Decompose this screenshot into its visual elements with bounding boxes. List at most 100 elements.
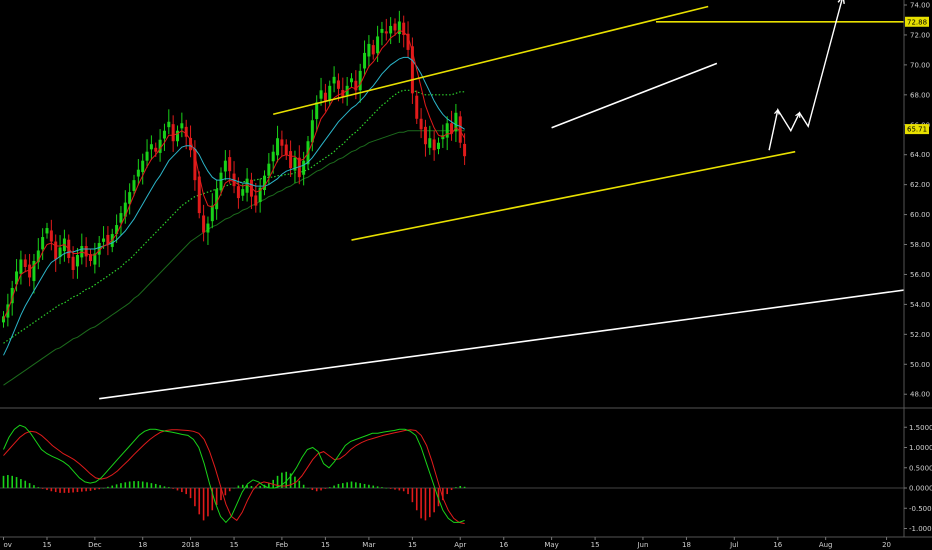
candle-body bbox=[32, 260, 36, 282]
macd-histogram-bar bbox=[429, 488, 431, 518]
price-label: 72.88 bbox=[907, 18, 927, 26]
candle-body bbox=[167, 121, 171, 128]
y-tick-label: 48.00 bbox=[910, 391, 930, 399]
candle-body bbox=[241, 189, 245, 196]
candle-body bbox=[450, 123, 454, 134]
x-tick-label: 18 bbox=[138, 541, 147, 549]
macd-histogram-bar bbox=[285, 471, 288, 488]
macd-histogram-bar bbox=[207, 488, 209, 517]
candle-body bbox=[145, 151, 149, 161]
candle-body bbox=[71, 256, 75, 270]
x-tick-label: 15 bbox=[43, 541, 52, 549]
candle-body bbox=[293, 157, 297, 171]
candle-body bbox=[206, 223, 210, 233]
candle-body bbox=[393, 23, 397, 31]
candle-body bbox=[254, 195, 258, 206]
candle-body bbox=[162, 130, 166, 139]
x-tick-label: 2018 bbox=[182, 541, 200, 549]
candle-body bbox=[332, 76, 336, 84]
candle-body bbox=[463, 143, 467, 157]
y-tick-label: 58.00 bbox=[910, 241, 930, 249]
macd-histogram-bar bbox=[342, 483, 344, 488]
ma-cyan-line bbox=[3, 56, 465, 356]
candle-body bbox=[245, 178, 249, 193]
candle-body bbox=[428, 138, 432, 148]
candle-body bbox=[149, 144, 153, 150]
macd-histogram-bar bbox=[33, 485, 35, 488]
price-label-box bbox=[905, 124, 929, 135]
candle-body bbox=[23, 259, 27, 267]
macd-histogram-bar bbox=[411, 488, 414, 503]
candle-body bbox=[49, 230, 53, 242]
macd-histogram-bar bbox=[276, 475, 279, 488]
candle-body bbox=[15, 271, 19, 285]
candle-body bbox=[276, 138, 280, 156]
macd-tick-label: -1.0000 bbox=[909, 525, 932, 533]
macd-histogram-bar bbox=[37, 487, 40, 488]
y-tick-label: 50.00 bbox=[910, 361, 930, 369]
x-tick-label: ov bbox=[4, 541, 12, 549]
macd-histogram-bar bbox=[128, 481, 131, 488]
macd-histogram-bar bbox=[202, 488, 205, 521]
candle-body bbox=[445, 123, 449, 138]
candle-body bbox=[454, 112, 458, 132]
macd-tick-label: 0.0000 bbox=[909, 485, 932, 493]
candle-body bbox=[228, 157, 232, 172]
candle-body bbox=[97, 243, 101, 255]
candle-body bbox=[271, 151, 275, 162]
macd-tick-label: 0.5000 bbox=[909, 464, 932, 472]
macd-histogram-bar bbox=[302, 484, 305, 488]
x-tick-label: Feb bbox=[276, 541, 289, 549]
candle-body bbox=[184, 126, 188, 137]
macd-histogram-bar bbox=[107, 486, 109, 488]
macd-histogram-bar bbox=[176, 488, 179, 491]
macd-histogram-bar bbox=[433, 488, 435, 513]
macd-histogram-bar bbox=[141, 481, 144, 488]
macd-histogram-bar bbox=[259, 485, 261, 488]
macd-histogram-bar bbox=[198, 488, 201, 515]
price-panel bbox=[2, 0, 904, 400]
macd-histogram-bar bbox=[220, 488, 222, 501]
macd-histogram-bar bbox=[246, 485, 248, 488]
macd-histogram-bar bbox=[389, 488, 392, 489]
macd-histogram-bar bbox=[420, 488, 422, 519]
candle-body bbox=[323, 92, 327, 101]
macd-histogram-bar bbox=[437, 488, 440, 507]
macd-tick-label: -0.5000 bbox=[909, 505, 932, 513]
macd-histogram-bar bbox=[168, 487, 170, 488]
candle-body bbox=[45, 228, 49, 234]
candle-body bbox=[223, 160, 227, 172]
ma-dotted-line bbox=[3, 89, 465, 344]
x-tick-label: Jul bbox=[729, 541, 739, 549]
x-tick-label: 15 bbox=[230, 541, 239, 549]
macd-histogram-bar bbox=[102, 488, 105, 489]
macd-histogram-bar bbox=[150, 483, 153, 488]
x-tick-label: Apr bbox=[454, 541, 466, 549]
macd-histogram-bar bbox=[189, 488, 192, 499]
macd-histogram-bar bbox=[424, 488, 427, 521]
macd-histogram-bar bbox=[368, 484, 370, 488]
macd-histogram-bar bbox=[381, 487, 383, 488]
macd-histogram-bar bbox=[394, 488, 396, 490]
macd-histogram-bar bbox=[46, 488, 48, 491]
macd-histogram-bar bbox=[415, 488, 418, 511]
ma-long-line bbox=[3, 130, 465, 386]
candle-body bbox=[215, 189, 219, 210]
y-tick-label: 56.00 bbox=[910, 271, 930, 279]
candle-body bbox=[236, 186, 240, 199]
candle-body bbox=[123, 202, 127, 217]
candle-body bbox=[419, 118, 423, 130]
macd-histogram-bar bbox=[363, 483, 366, 488]
projection-arrowhead bbox=[837, 0, 845, 5]
candle-body bbox=[202, 215, 206, 233]
x-tick-label: 16 bbox=[499, 541, 508, 549]
macd-histogram-bar bbox=[163, 486, 166, 488]
candle-body bbox=[89, 254, 92, 261]
candle-body bbox=[19, 259, 23, 274]
macd-histogram-bar bbox=[385, 488, 388, 489]
candle-body bbox=[284, 144, 288, 155]
macd-histogram-bar bbox=[81, 488, 83, 492]
macd-histogram-bar bbox=[233, 488, 235, 489]
candle-body bbox=[84, 246, 88, 257]
